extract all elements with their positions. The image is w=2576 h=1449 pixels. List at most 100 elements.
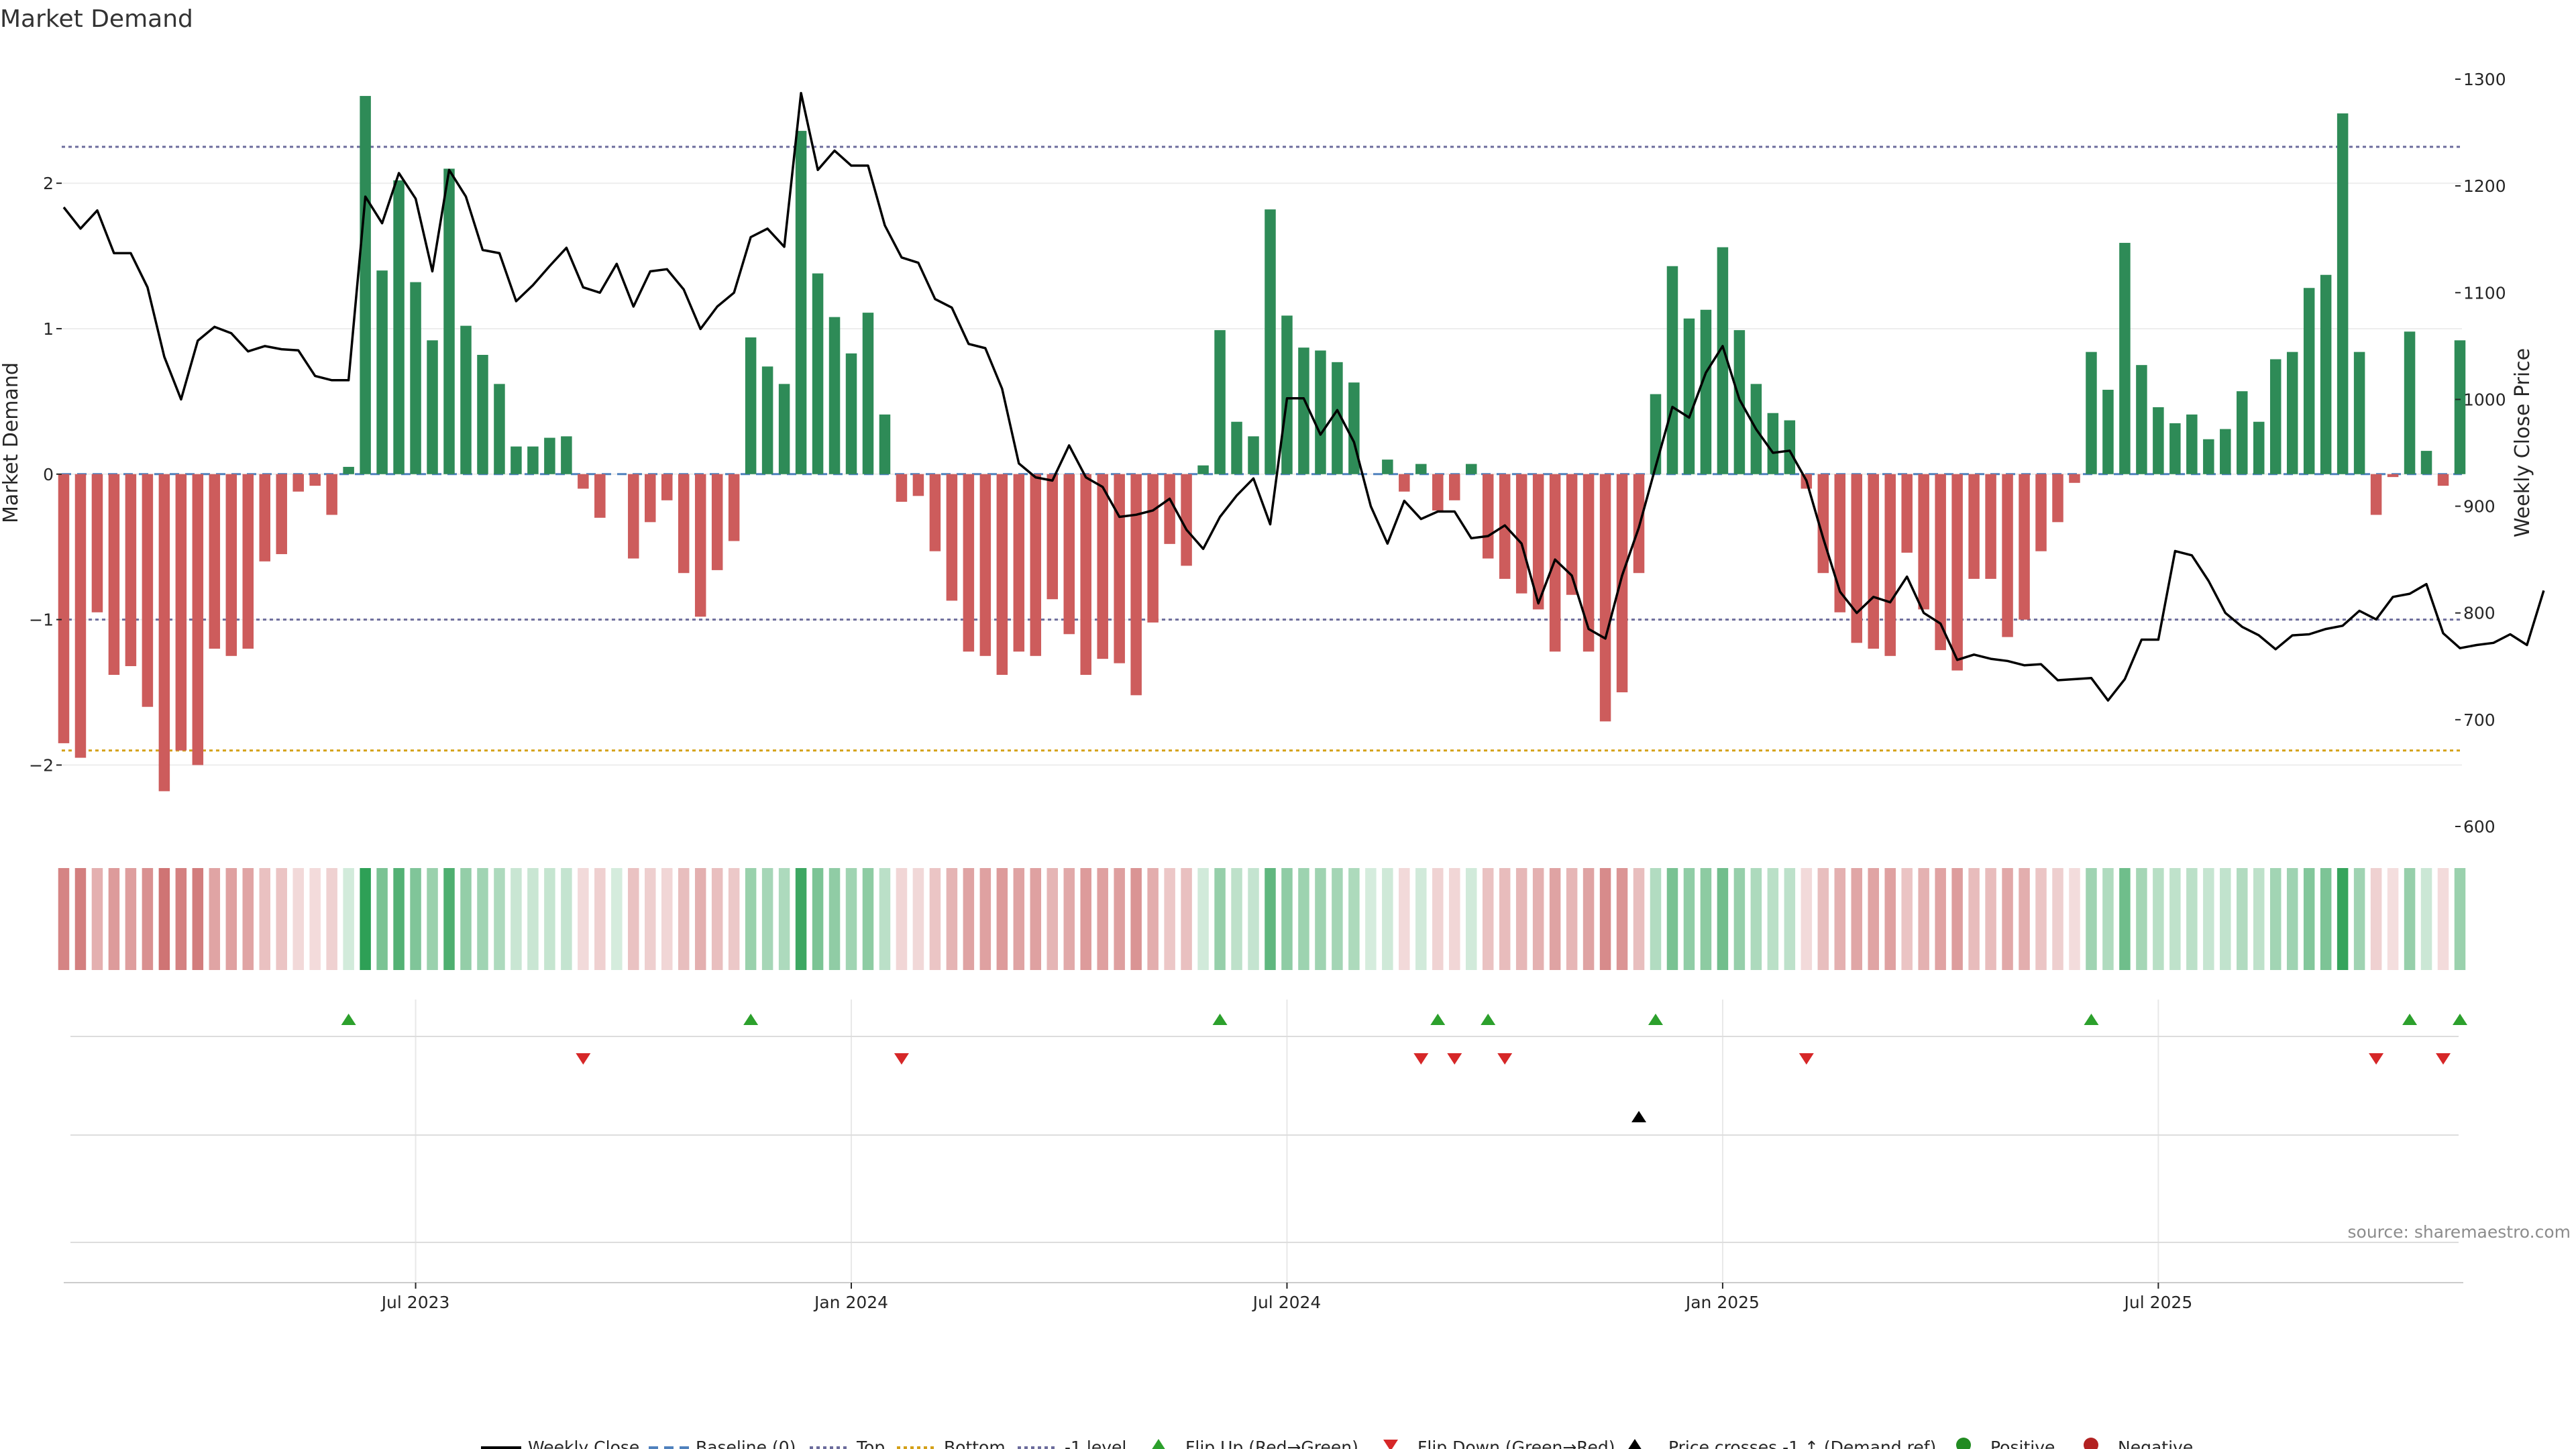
heat-cell xyxy=(1633,868,1645,970)
heat-cell xyxy=(1046,868,1059,970)
demand-bar xyxy=(2303,288,2315,474)
heat-cell xyxy=(511,868,522,970)
flip-down-marker xyxy=(1413,1053,1429,1065)
demand-bar xyxy=(694,474,706,617)
heat-cell xyxy=(1700,868,1712,970)
demand-bar xyxy=(1951,474,1963,671)
demand-bar xyxy=(2337,113,2349,474)
heat-cell xyxy=(795,868,807,970)
demand-bar xyxy=(175,474,187,751)
demand-bar xyxy=(2237,391,2248,474)
demand-bar xyxy=(645,474,656,523)
demand-bar xyxy=(1784,420,1796,474)
flip-up-marker xyxy=(743,1014,759,1025)
reference-lines xyxy=(62,146,2462,752)
demand-bar xyxy=(1868,474,1879,649)
demand-bar xyxy=(1080,474,1091,675)
left-y-axis: 2 1 0 −1 −2 xyxy=(29,174,62,775)
demand-bar xyxy=(929,474,941,551)
demand-bar xyxy=(1231,421,1242,474)
demand-bar xyxy=(2269,359,2282,474)
heat-cell xyxy=(74,868,87,970)
heat-cell xyxy=(1750,868,1762,970)
heat-cell xyxy=(1901,868,1913,970)
right-y-axis: 1300 1200 1100 1000 900 800 700 600 xyxy=(2455,70,2506,837)
right-tick-label: 800 xyxy=(2463,604,2496,623)
right-tick-label: 700 xyxy=(2463,710,2496,730)
heat-cell xyxy=(2019,868,2030,970)
demand-bar xyxy=(979,474,991,656)
demand-bar xyxy=(242,474,254,649)
heat-cell xyxy=(1315,868,1326,970)
heat-cell xyxy=(1884,868,1896,970)
heat-cell xyxy=(946,868,958,970)
demand-bar xyxy=(326,474,337,515)
demand-bar xyxy=(309,474,321,486)
right-tick-label: 900 xyxy=(2463,497,2496,517)
demand-bar xyxy=(1382,460,1393,474)
demand-bar xyxy=(527,446,539,474)
demand-bar xyxy=(1046,474,1059,600)
right-tick-label: 600 xyxy=(2463,817,2496,837)
demand-bar xyxy=(1281,315,1293,474)
chart-title: Market Demand xyxy=(0,5,193,33)
heat-cell xyxy=(292,868,304,970)
heat-cell xyxy=(1214,868,1226,970)
heat-cell xyxy=(1030,868,1042,970)
x-tick-label: Jul 2024 xyxy=(1252,1293,1322,1312)
demand-bar xyxy=(2404,331,2416,474)
heat-cell xyxy=(1951,868,1963,970)
heat-cell xyxy=(1265,868,1276,970)
heat-cell xyxy=(1650,868,1662,970)
demand-bar xyxy=(795,131,807,474)
heat-cell xyxy=(343,868,354,970)
x-tick-label: Jan 2024 xyxy=(813,1293,888,1312)
heat-cell xyxy=(1465,868,1477,970)
heat-cell xyxy=(2454,868,2466,970)
demand-bar xyxy=(2019,474,2030,620)
flip-up-marker xyxy=(1212,1014,1228,1025)
heat-cell xyxy=(1130,868,1142,970)
heat-cell xyxy=(326,868,337,970)
heat-cell xyxy=(1834,868,1846,970)
heat-cell xyxy=(2286,868,2298,970)
heat-cell xyxy=(1935,868,1946,970)
heat-cell xyxy=(1013,868,1025,970)
heat-cell xyxy=(225,868,237,970)
demand-bar xyxy=(1164,474,1175,544)
heat-cell xyxy=(1197,868,1209,970)
demand-bar xyxy=(1063,474,1075,635)
heat-cell xyxy=(2153,868,2164,970)
heat-cell xyxy=(2370,868,2382,970)
heat-cell xyxy=(761,868,773,970)
heat-cell xyxy=(2002,868,2013,970)
legend-price-cross-swatch xyxy=(1628,1439,1642,1449)
flip-down-marker xyxy=(1447,1053,1462,1065)
flip-up-marker xyxy=(1430,1014,1446,1025)
demand-bar xyxy=(1415,464,1427,474)
demand-bar xyxy=(2203,439,2214,474)
heat-cell xyxy=(276,868,287,970)
demand-bar xyxy=(828,317,841,474)
demand-bar xyxy=(1114,474,1125,663)
demand-bar xyxy=(494,384,505,474)
demand-bar xyxy=(259,474,270,561)
heat-cell xyxy=(929,868,941,970)
heat-cell xyxy=(2169,868,2181,970)
heat-cell xyxy=(678,868,690,970)
demand-bar xyxy=(360,96,371,474)
heat-cell xyxy=(2102,868,2114,970)
demand-bar xyxy=(2136,365,2147,474)
heat-cell xyxy=(1348,868,1360,970)
demand-bar xyxy=(511,446,522,474)
legend-flip-up-swatch xyxy=(1152,1439,1165,1449)
demand-bar xyxy=(1515,474,1527,594)
demand-bar xyxy=(427,340,438,474)
demand-bar xyxy=(2220,429,2231,474)
heat-cell xyxy=(2186,868,2198,970)
heat-cell xyxy=(1449,868,1460,970)
demand-bar xyxy=(2169,423,2181,474)
flip-down-marker xyxy=(2436,1053,2451,1065)
heat-cell xyxy=(2052,868,2063,970)
flip-up-marker xyxy=(2402,1014,2418,1025)
